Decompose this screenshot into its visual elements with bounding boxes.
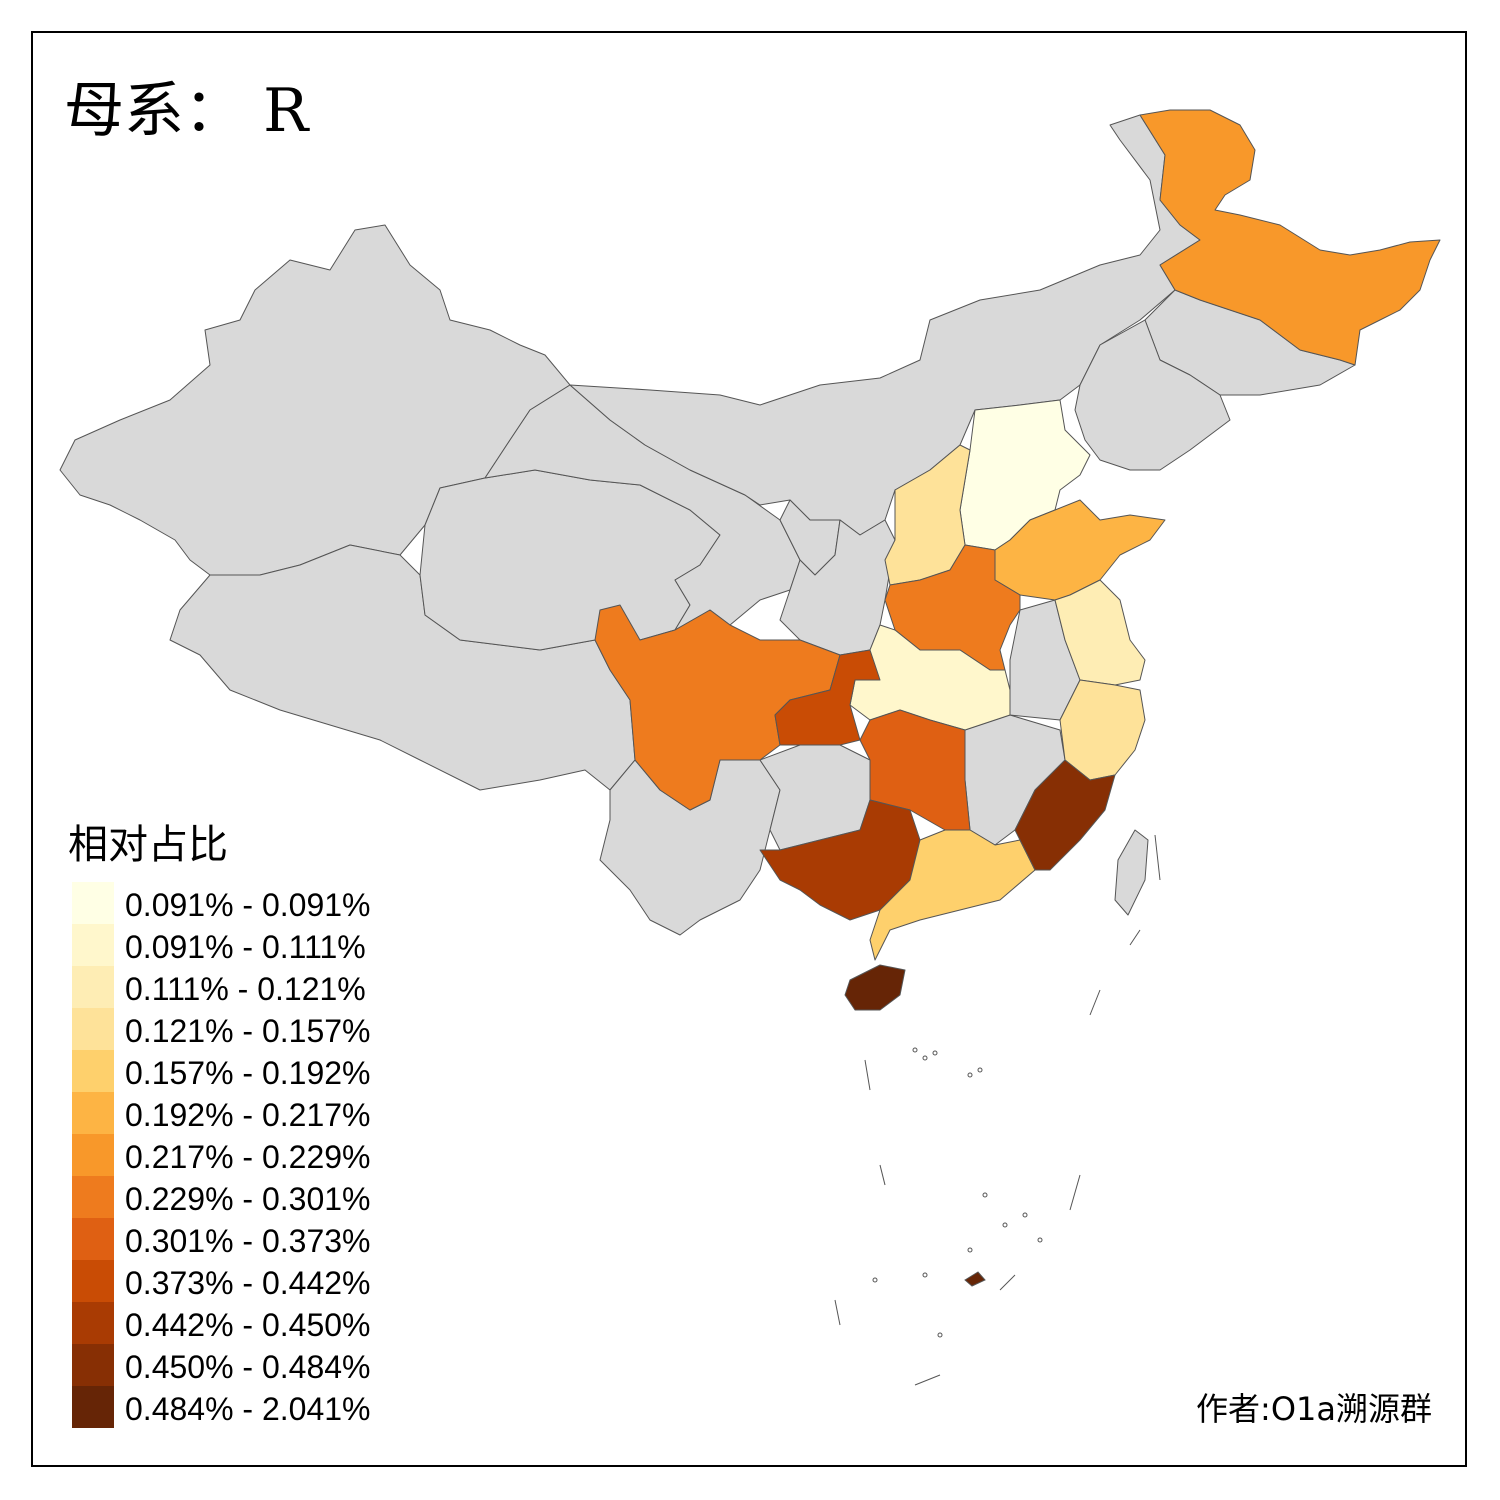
- legend-swatch: [72, 1134, 114, 1176]
- province-fujian: [1014, 759, 1116, 871]
- island-dark-marker: [964, 1271, 986, 1287]
- province-guangdong: [869, 829, 1036, 961]
- legend-swatch: [72, 1386, 114, 1428]
- legend-label: 0.450% - 0.484%: [125, 1349, 371, 1385]
- legend-label: 0.229% - 0.301%: [125, 1181, 371, 1217]
- province-zhejiang: [1059, 679, 1146, 781]
- legend-swatch: [72, 882, 114, 924]
- legend-swatch: [72, 1008, 114, 1050]
- legend-swatch: [72, 924, 114, 966]
- legend-label: 0.121% - 0.157%: [125, 1013, 371, 1049]
- legend-label: 0.217% - 0.229%: [125, 1139, 371, 1175]
- legend-label: 0.301% - 0.373%: [125, 1223, 371, 1259]
- legend-label: 0.111% - 0.121%: [125, 971, 366, 1007]
- province-xinjiang: [59, 224, 571, 576]
- legend-swatch: [72, 1260, 114, 1302]
- legend-label: 0.091% - 0.111%: [125, 929, 366, 965]
- legend-title: 相对占比: [68, 822, 228, 868]
- legend-swatch: [72, 966, 114, 1008]
- legend-label: 0.091% - 0.091%: [125, 887, 371, 923]
- legend-label: 0.442% - 0.450%: [125, 1307, 371, 1343]
- author-credit: 作者:O1a溯源群: [1196, 1390, 1432, 1428]
- province-jiangsu: [1054, 579, 1146, 686]
- province-taiwan: [1114, 829, 1149, 916]
- legend-swatch: [72, 1176, 114, 1218]
- province-shandong: [994, 499, 1166, 601]
- legend-swatch: [72, 1092, 114, 1134]
- province-hainan: [844, 964, 906, 1011]
- legend-label: 0.373% - 0.442%: [125, 1265, 371, 1301]
- province-hubei: [849, 624, 1011, 731]
- legend-label: 0.484% - 2.041%: [125, 1391, 371, 1427]
- legend-swatch: [72, 1050, 114, 1092]
- south-china-sea-islands: [834, 834, 1161, 1386]
- legend-swatch: [72, 1218, 114, 1260]
- map-title: 母系： R: [64, 76, 309, 146]
- province-liaoning: [1074, 319, 1231, 471]
- province-chongqing: [774, 649, 881, 746]
- legend-label: 0.192% - 0.217%: [125, 1097, 371, 1133]
- legend-swatch: [72, 1302, 114, 1344]
- legend-swatch: [72, 1344, 114, 1386]
- legend-label: 0.157% - 0.192%: [125, 1055, 371, 1091]
- province-heilongjiang: [1139, 109, 1441, 366]
